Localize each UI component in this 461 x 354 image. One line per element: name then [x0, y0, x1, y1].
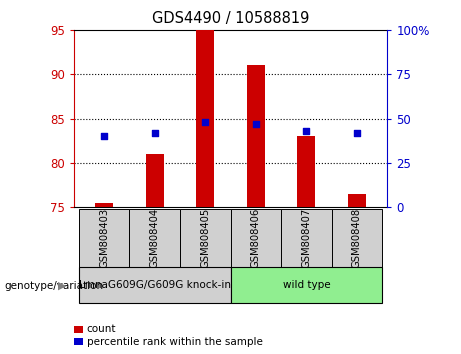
Point — [151, 130, 158, 136]
Bar — [331, 209, 382, 267]
Bar — [348, 194, 366, 207]
Text: percentile rank within the sample: percentile rank within the sample — [87, 337, 263, 347]
Point — [201, 119, 209, 125]
Bar — [180, 209, 230, 267]
Text: count: count — [87, 324, 116, 334]
Text: LmnaG609G/G609G knock-in: LmnaG609G/G609G knock-in — [79, 280, 230, 290]
Bar — [146, 154, 164, 207]
Bar — [281, 209, 331, 267]
Text: GSM808408: GSM808408 — [352, 208, 362, 268]
Bar — [95, 202, 113, 207]
Point — [252, 121, 260, 127]
Bar — [230, 267, 382, 303]
Text: GSM808404: GSM808404 — [150, 208, 160, 268]
Text: GSM808406: GSM808406 — [251, 208, 261, 268]
Point — [100, 133, 108, 139]
Text: GSM808403: GSM808403 — [99, 208, 109, 268]
Text: GSM808405: GSM808405 — [200, 208, 210, 268]
Point — [353, 130, 361, 136]
Bar — [297, 136, 315, 207]
Bar — [196, 30, 214, 207]
Bar — [79, 209, 130, 267]
Bar — [247, 65, 265, 207]
Title: GDS4490 / 10588819: GDS4490 / 10588819 — [152, 11, 309, 26]
Bar — [230, 209, 281, 267]
Text: genotype/variation: genotype/variation — [5, 281, 104, 291]
Bar — [79, 267, 230, 303]
Text: wild type: wild type — [283, 280, 330, 290]
Text: GSM808407: GSM808407 — [301, 208, 311, 268]
Bar — [130, 209, 180, 267]
Text: ▶: ▶ — [59, 281, 67, 291]
Point — [303, 128, 310, 134]
